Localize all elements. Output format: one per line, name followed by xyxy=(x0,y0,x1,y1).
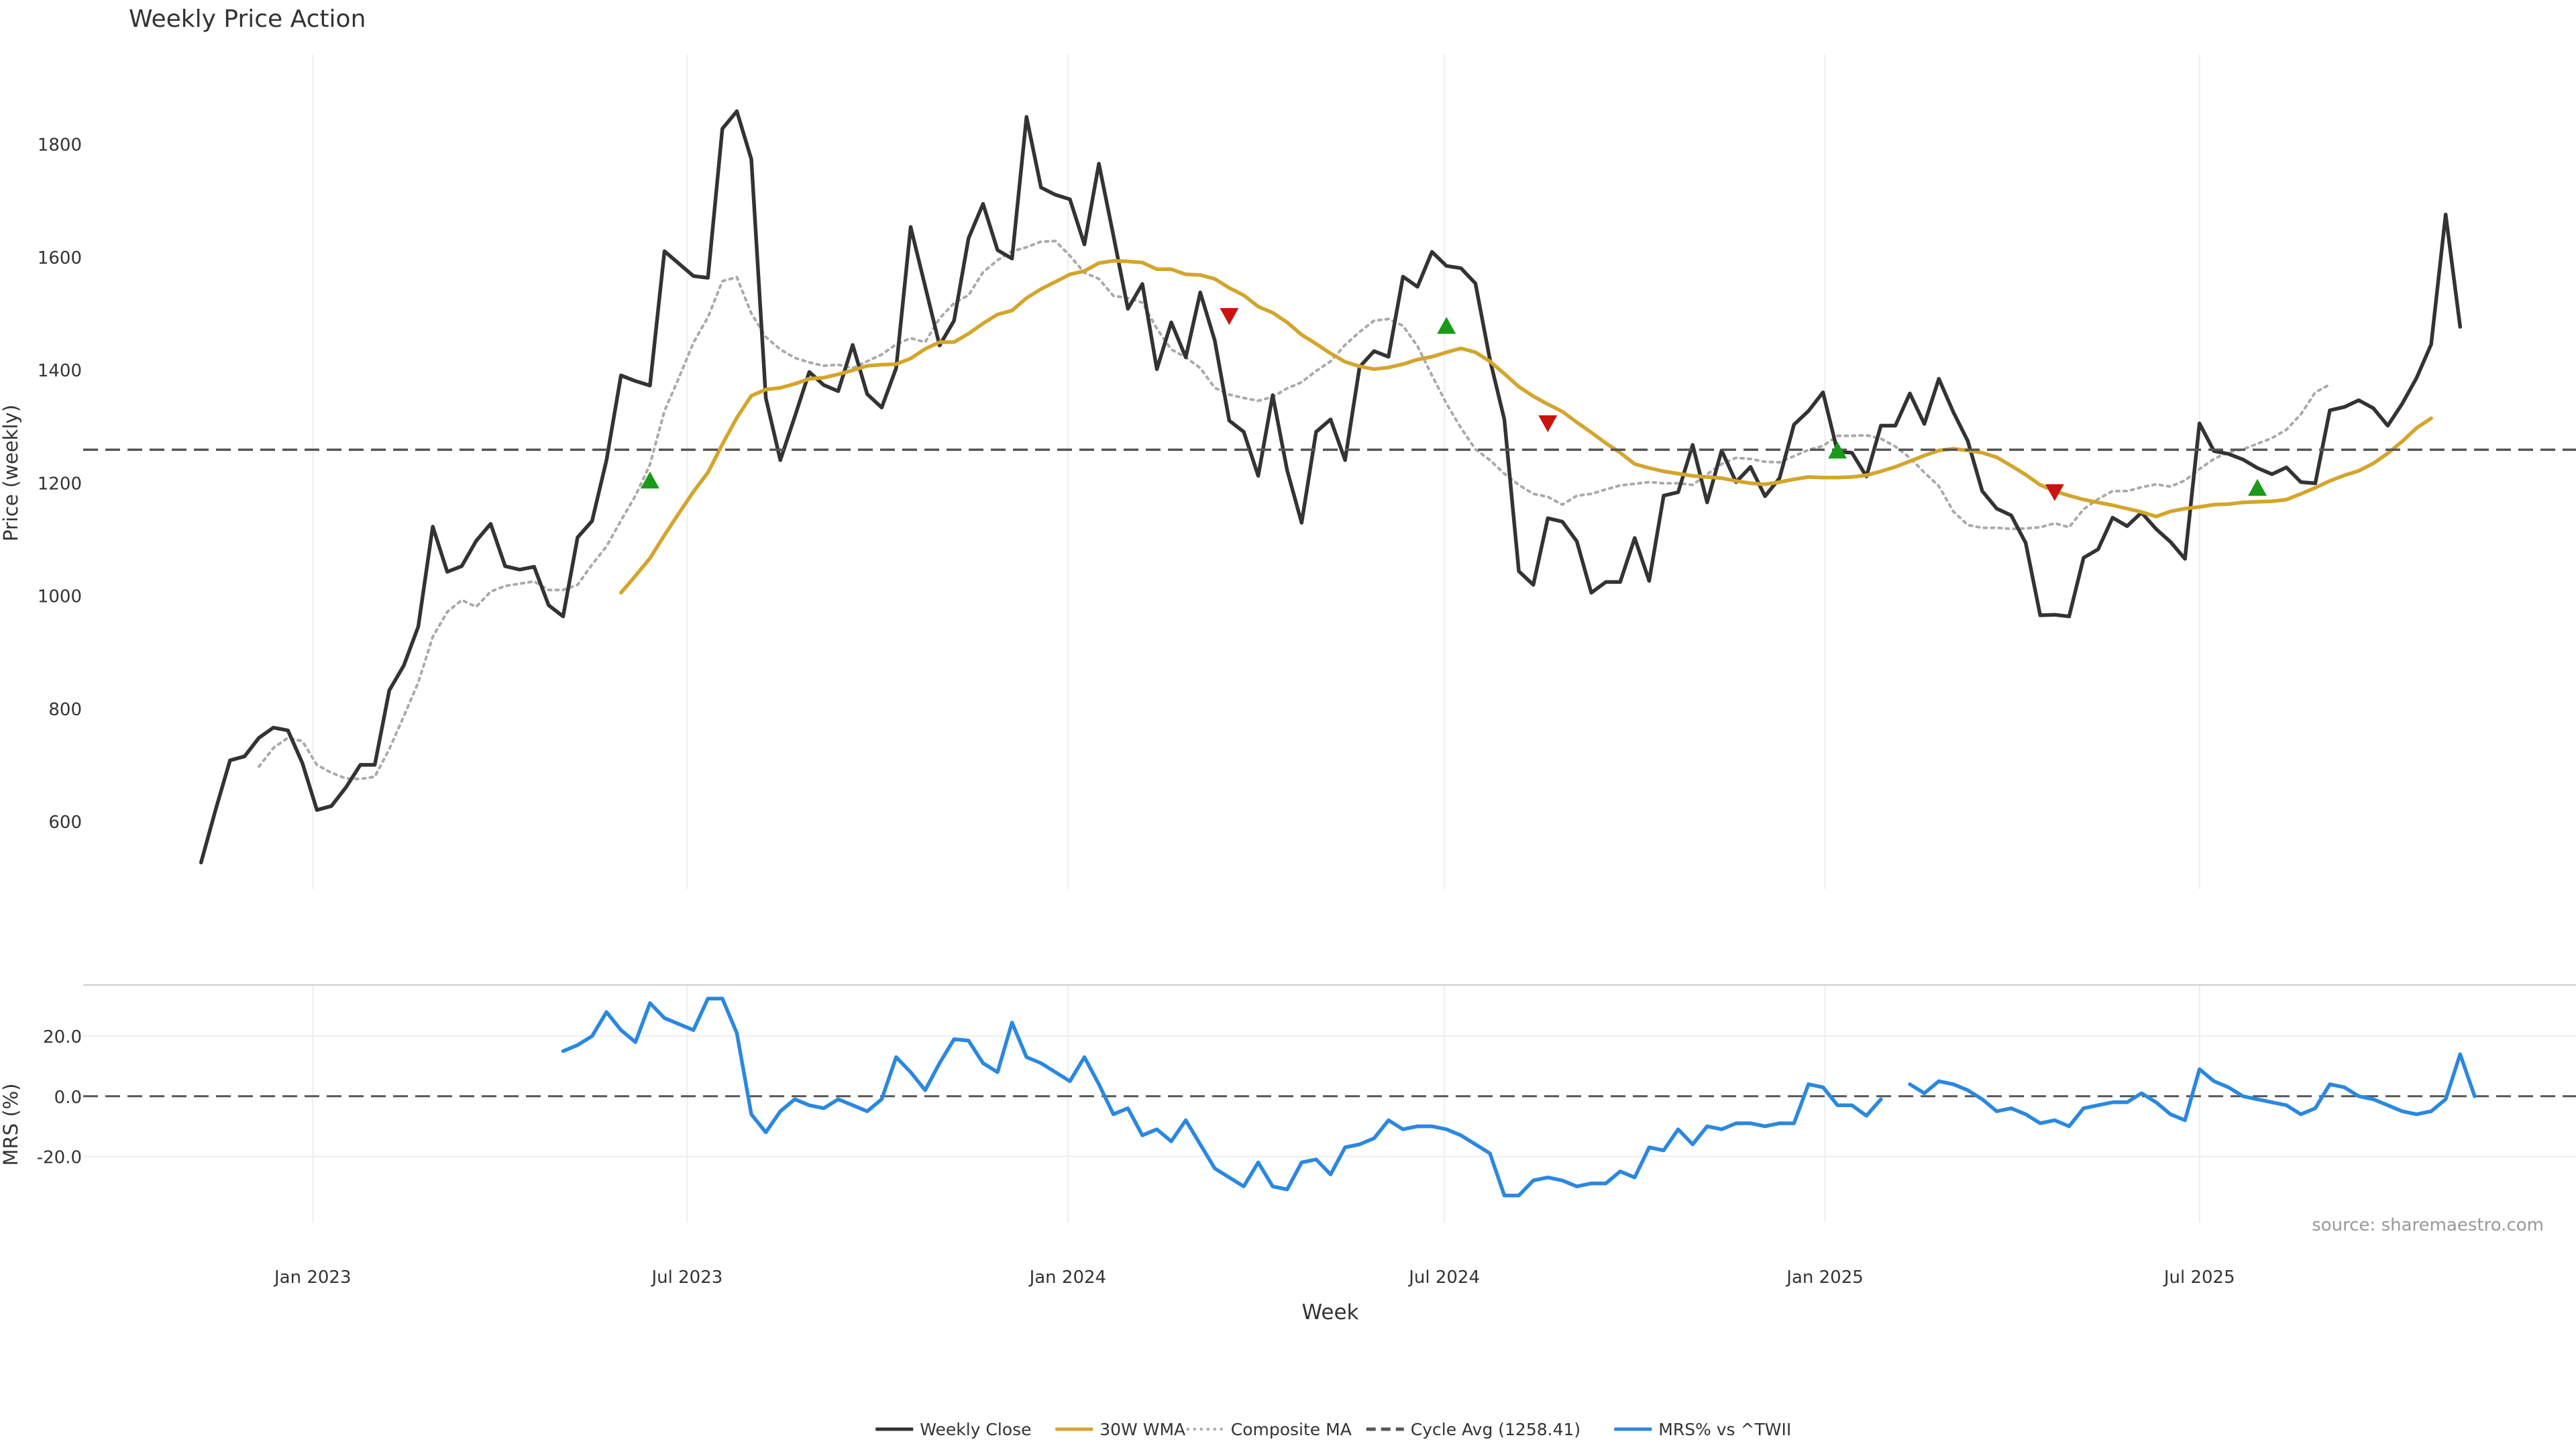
x-tick-label: Jan 2023 xyxy=(273,1267,352,1288)
price-y-tick-label: 1600 xyxy=(38,248,82,268)
sell-signal-marker xyxy=(1538,415,1558,433)
legend: Weekly Close 30W WMA Composite MA Cycle Avg… xyxy=(875,1420,1791,1439)
x-axis-label: Week xyxy=(1302,1300,1359,1325)
wma-30w-line xyxy=(619,258,2433,595)
mrs-y-tick-label: 20.0 xyxy=(43,1027,82,1047)
weekly-close-line xyxy=(199,109,2463,865)
price-y-tick-label: 1400 xyxy=(38,361,82,381)
buy-signal-marker xyxy=(1828,442,1847,459)
price-y-tick-label: 1200 xyxy=(38,474,82,494)
price-y-tick-label: 600 xyxy=(48,813,82,833)
legend-label: Cycle Avg (1258.41) xyxy=(1411,1420,1580,1439)
source-note: source: sharemaestro.com xyxy=(2312,1215,2544,1235)
mrs-y-tick-label: -20.0 xyxy=(37,1147,82,1168)
buy-signal-marker xyxy=(1437,317,1456,334)
composite-ma-line xyxy=(258,240,2331,780)
legend-label: Weekly Close xyxy=(920,1420,1031,1439)
mrs-line xyxy=(561,996,2477,1198)
mrs-y-axis-label: MRS (%) xyxy=(0,1084,22,1166)
sell-signal-marker xyxy=(2045,484,2064,501)
price-y-tick-label: 1000 xyxy=(38,587,82,607)
x-tick-label: Jul 2024 xyxy=(1407,1267,1480,1288)
legend-label: Composite MA xyxy=(1231,1420,1352,1439)
legend-label: 30W WMA xyxy=(1099,1420,1185,1439)
sell-signal-marker xyxy=(1220,308,1239,325)
mrs-y-tick-label: 0.0 xyxy=(54,1088,82,1108)
buy-signal-marker xyxy=(2248,478,2267,496)
x-tick-label: Jul 2025 xyxy=(2163,1267,2235,1288)
chart-title: Weekly Price Action xyxy=(129,5,366,33)
price-y-tick-label: 800 xyxy=(48,700,82,720)
price-y-tick-label: 1800 xyxy=(38,136,82,156)
legend-label: MRS% vs ^TWII xyxy=(1658,1420,1791,1439)
price-y-axis-label: Price (weekly) xyxy=(0,405,22,541)
buy-signal-marker xyxy=(640,471,659,489)
x-tick-label: Jul 2023 xyxy=(651,1267,723,1288)
grid-layer xyxy=(83,54,2576,1223)
x-tick-label: Jan 2025 xyxy=(1785,1267,1864,1288)
x-tick-label: Jan 2024 xyxy=(1028,1267,1107,1288)
